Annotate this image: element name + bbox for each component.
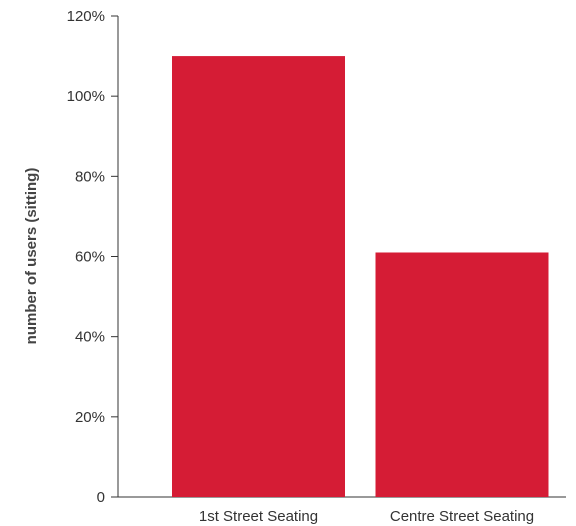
bars [172,56,549,497]
y-ticks: 0 20% 40% 60% 80% 100% 120% [67,8,118,506]
y-tick-label: 20% [75,409,105,426]
x-tick-label: 1st Street Seating [199,508,318,525]
y-tick-label: 60% [75,249,105,266]
bar [172,56,345,497]
y-tick-label: 100% [67,88,105,105]
y-axis-title: number of users (sitting) [23,168,40,345]
y-tick-label: 40% [75,329,105,346]
x-tick-labels: 1st Street Seating Centre Street Seating [199,508,534,525]
bar [375,252,549,497]
y-tick-label: 0 [97,489,105,506]
x-tick-label: Centre Street Seating [390,508,534,525]
y-tick-label: 80% [75,168,105,185]
y-tick-label: 120% [67,8,105,25]
